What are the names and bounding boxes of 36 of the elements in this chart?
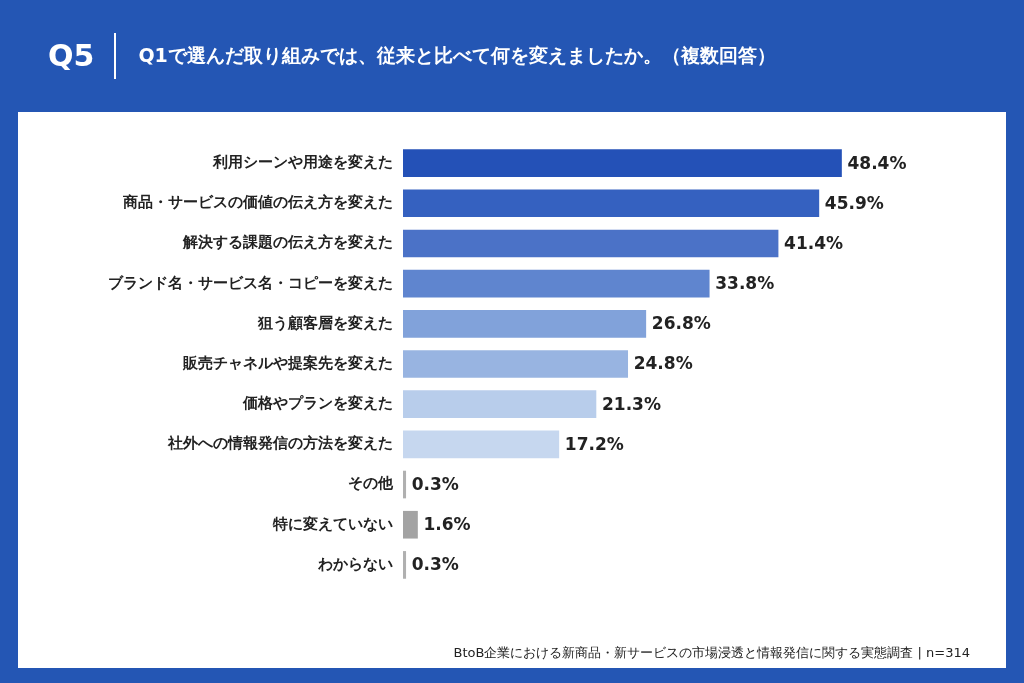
- text: BtoB企業における新商品・新サービスの市場浸透と情報発信に関する実態調査 | n=314: [453, 644, 970, 662]
- y-tick-label: 社外への情報発信の方法を変えた: [167, 434, 393, 453]
- data-label: 0.3%: [411, 554, 459, 575]
- data-label: 21.3%: [601, 393, 661, 414]
- data-label: 0.3%: [411, 473, 459, 494]
- y-tick-label: 商品・サービスの価値の伝え方を変えた: [122, 193, 393, 212]
- bar: [403, 149, 842, 177]
- y-tick-label: 特に変えていない: [272, 514, 393, 533]
- data-label: 17.2%: [564, 433, 624, 454]
- data-label: 26.8%: [651, 313, 711, 334]
- bar: [403, 510, 418, 539]
- data-label: 24.8%: [633, 353, 693, 374]
- y-tick-label: その他: [348, 474, 394, 493]
- y-tick-label: 価格やプランを変えた: [242, 394, 393, 413]
- data-label: 1.6%: [423, 514, 471, 535]
- bar: [403, 229, 779, 258]
- y-tick-label: わからない: [317, 554, 393, 573]
- text: Q5: [48, 33, 117, 79]
- chart-title: Q1で選んだ取り組みでは、従来と比べて何を変えましたか。（複数回答）: [138, 43, 776, 68]
- bar: [403, 350, 629, 378]
- y-tick-label: 狙う顧客層を変えた: [257, 313, 393, 332]
- bar: [403, 269, 710, 298]
- y-tick-label: ブランド名・サービス名・コピーを変えた: [108, 273, 393, 292]
- y-tick-label: 販売チャネルや提案先を変えた: [182, 353, 393, 372]
- y-tick-label: 解決する課題の伝え方を変えた: [182, 233, 393, 252]
- data-label: 48.4%: [847, 152, 907, 173]
- bar: [403, 430, 560, 459]
- bar: [403, 551, 407, 579]
- bar: [403, 390, 597, 419]
- y-tick-label: 利用シーンや用途を変えた: [212, 152, 393, 171]
- data-label: 33.8%: [715, 273, 775, 294]
- bar: [403, 470, 407, 499]
- bar: [403, 189, 820, 218]
- bar: [403, 309, 647, 338]
- data-label: 45.9%: [824, 192, 884, 213]
- data-label: 41.4%: [784, 232, 844, 253]
